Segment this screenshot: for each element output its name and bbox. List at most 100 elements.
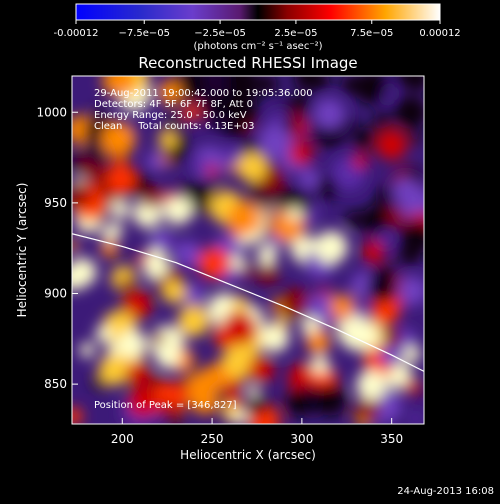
heatmap-blob [197,365,227,395]
x-tick-label: 350 [380,432,403,446]
heatmap-blob [393,178,419,204]
heatmap-blob [314,230,348,264]
heatmap-blob [159,402,176,419]
heatmap-blob [125,361,150,386]
heatmap-blob [72,239,78,252]
heatmap-blob [226,201,262,236]
heatmap-blob [162,279,186,304]
heatmap-blob [95,325,113,343]
heatmap-blob [102,76,136,97]
heatmap-blob [182,284,205,307]
y-tick-label: 950 [44,196,67,210]
heatmap-blob [285,389,312,417]
colorbar-tick-label: 0.00012 [419,28,460,39]
heatmap-blob [169,417,182,424]
heatmap-blob [403,345,421,363]
colorbar-tick-label: −2.5e−05 [194,28,246,39]
heatmap-blob [72,182,92,207]
x-axis-label: Heliocentric X (arcsec) [180,448,316,462]
colorbar [75,3,441,21]
heatmap-blob [113,158,128,174]
annotation-detectors: Detectors: 4F 5F 6F 7F 8F, Att 0 [94,99,253,110]
heatmap-blob [409,411,423,424]
heatmap-blob [106,164,136,194]
colorbar-tick-label: -0.00012 [54,28,99,39]
heatmap-blob [315,175,340,200]
annotation-total-counts: Clean Total counts: 6.13E+03 [94,121,254,132]
heatmap-blob [306,330,331,355]
heatmap-blob [110,200,130,219]
x-tick-label: 200 [111,432,134,446]
heatmap-blob [247,394,269,415]
heatmap-blob [403,76,424,92]
heatmap-blob [367,272,398,303]
heatmap-blob [353,127,376,150]
heatmap-blob [152,332,166,345]
heatmap-blob [313,98,345,130]
heatmap-blob [155,343,181,369]
heatmap-blob [198,247,231,280]
heatmap-blob [163,196,193,225]
plot-frame [71,75,425,425]
heatmap-blob [256,245,278,266]
heatmap-blob [92,107,106,121]
colorbar-ticks: -0.00012 −7.5e−05 −2.5e−05 2.5e−05 7.5e−05 0.… [54,20,461,39]
heatmap-blob [186,373,205,392]
heatmap-blob [375,187,394,205]
heatmap-blob [256,76,278,95]
heatmap-blob [280,288,312,320]
heatmap-blob [299,168,320,190]
heatmap-blob [370,295,401,325]
x-tick-label: 250 [201,432,224,446]
heatmap-blob [361,204,393,236]
heatmap-blob [121,289,152,320]
heatmap-blob [117,329,147,359]
heatmap-blob [72,407,83,424]
heatmap-blob [295,372,312,388]
heatmap-blob [158,129,178,149]
heatmap-blob [257,262,279,285]
colorbar-tick-label: 7.5e−05 [350,28,393,39]
colorbar-unit-label: (photons cm⁻² s⁻¹ asec⁻²) [193,41,322,52]
heatmap-blob [401,220,424,254]
heatmap-blob [230,255,245,270]
heatmap-blob [295,76,317,88]
heatmap-blob [378,230,393,245]
heatmap-blob [353,76,389,104]
heatmap-blob [177,305,210,337]
chart-title: Reconstructed RHESSI Image [138,54,357,72]
heatmap-blob [127,386,158,418]
heatmap-blob [246,384,259,397]
heatmap-image [72,76,424,424]
annotation-time-range: 29-Aug-2011 19:00:42.000 to 19:05:36.000 [94,88,313,99]
heatmap-blob [85,141,110,166]
heatmap-blob [257,125,293,160]
heatmap-blob [227,96,258,128]
heatmap-blob [352,152,369,169]
heatmap-blob [383,329,401,347]
heatmap-blob [232,409,248,424]
heatmap-blob [330,294,355,319]
heatmap-blob [396,329,417,349]
heatmap-blob [174,240,201,267]
heatmap-blob [140,187,161,208]
heatmap-blob [101,121,136,157]
heatmap-blob [339,315,375,351]
heatmap-blob [356,370,387,401]
heatmap-blob [274,315,289,330]
colorbar-tick-label: −7.5e−05 [118,28,170,39]
heatmap-blob [79,342,95,358]
heatmap-blob [183,104,200,121]
heatmap-blob [231,296,248,313]
heatmap-blob [314,384,347,417]
y-axis: 850 900 950 1000 [36,105,78,391]
heatmap-blob [373,112,391,130]
heatmap-blob [394,95,424,130]
heatmap-blob [145,152,164,171]
heatmap-blob [166,110,184,128]
heatmap-blob [119,277,134,292]
heatmap-blob [404,378,421,395]
annotation-energy-range: Energy Range: 25.0 - 50.0 keV [94,110,247,121]
y-axis-label: Heliocentric Y (arcsec) [15,183,29,318]
